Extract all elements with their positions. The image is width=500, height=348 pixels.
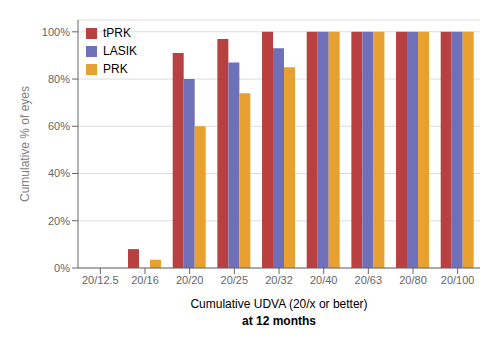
svg-text:40%: 40% bbox=[48, 167, 70, 179]
svg-text:20/25: 20/25 bbox=[221, 274, 249, 286]
html-text:Cumulative UDVA (20/x or bette: Cumulative UDVA (20/x or better) bbox=[190, 297, 368, 311]
svg-text:20/32: 20/32 bbox=[265, 274, 293, 286]
svg-text:20/80: 20/80 bbox=[399, 274, 427, 286]
svg-text:20/20: 20/20 bbox=[176, 274, 204, 286]
html-text:at 12 months: at 12 months bbox=[242, 314, 316, 328]
svg-text:100%: 100% bbox=[42, 26, 70, 38]
svg-text:20/40: 20/40 bbox=[310, 274, 338, 286]
html-text:tPRK: tPRK bbox=[103, 26, 131, 40]
svg-text:20/12.5: 20/12.5 bbox=[82, 274, 119, 286]
svg-text:20/100: 20/100 bbox=[441, 274, 475, 286]
html-text:LASIK: LASIK bbox=[103, 44, 137, 58]
svg-text:Cumulative % of eyes: Cumulative % of eyes bbox=[18, 86, 32, 202]
svg-text:60%: 60% bbox=[48, 120, 70, 132]
svg-text:80%: 80% bbox=[48, 73, 70, 85]
svg-text:20/63: 20/63 bbox=[355, 274, 383, 286]
svg-text:20/16: 20/16 bbox=[131, 274, 159, 286]
svg-text:20%: 20% bbox=[48, 215, 70, 227]
html-text:PRK: PRK bbox=[103, 62, 128, 76]
svg-text:0%: 0% bbox=[54, 262, 70, 274]
